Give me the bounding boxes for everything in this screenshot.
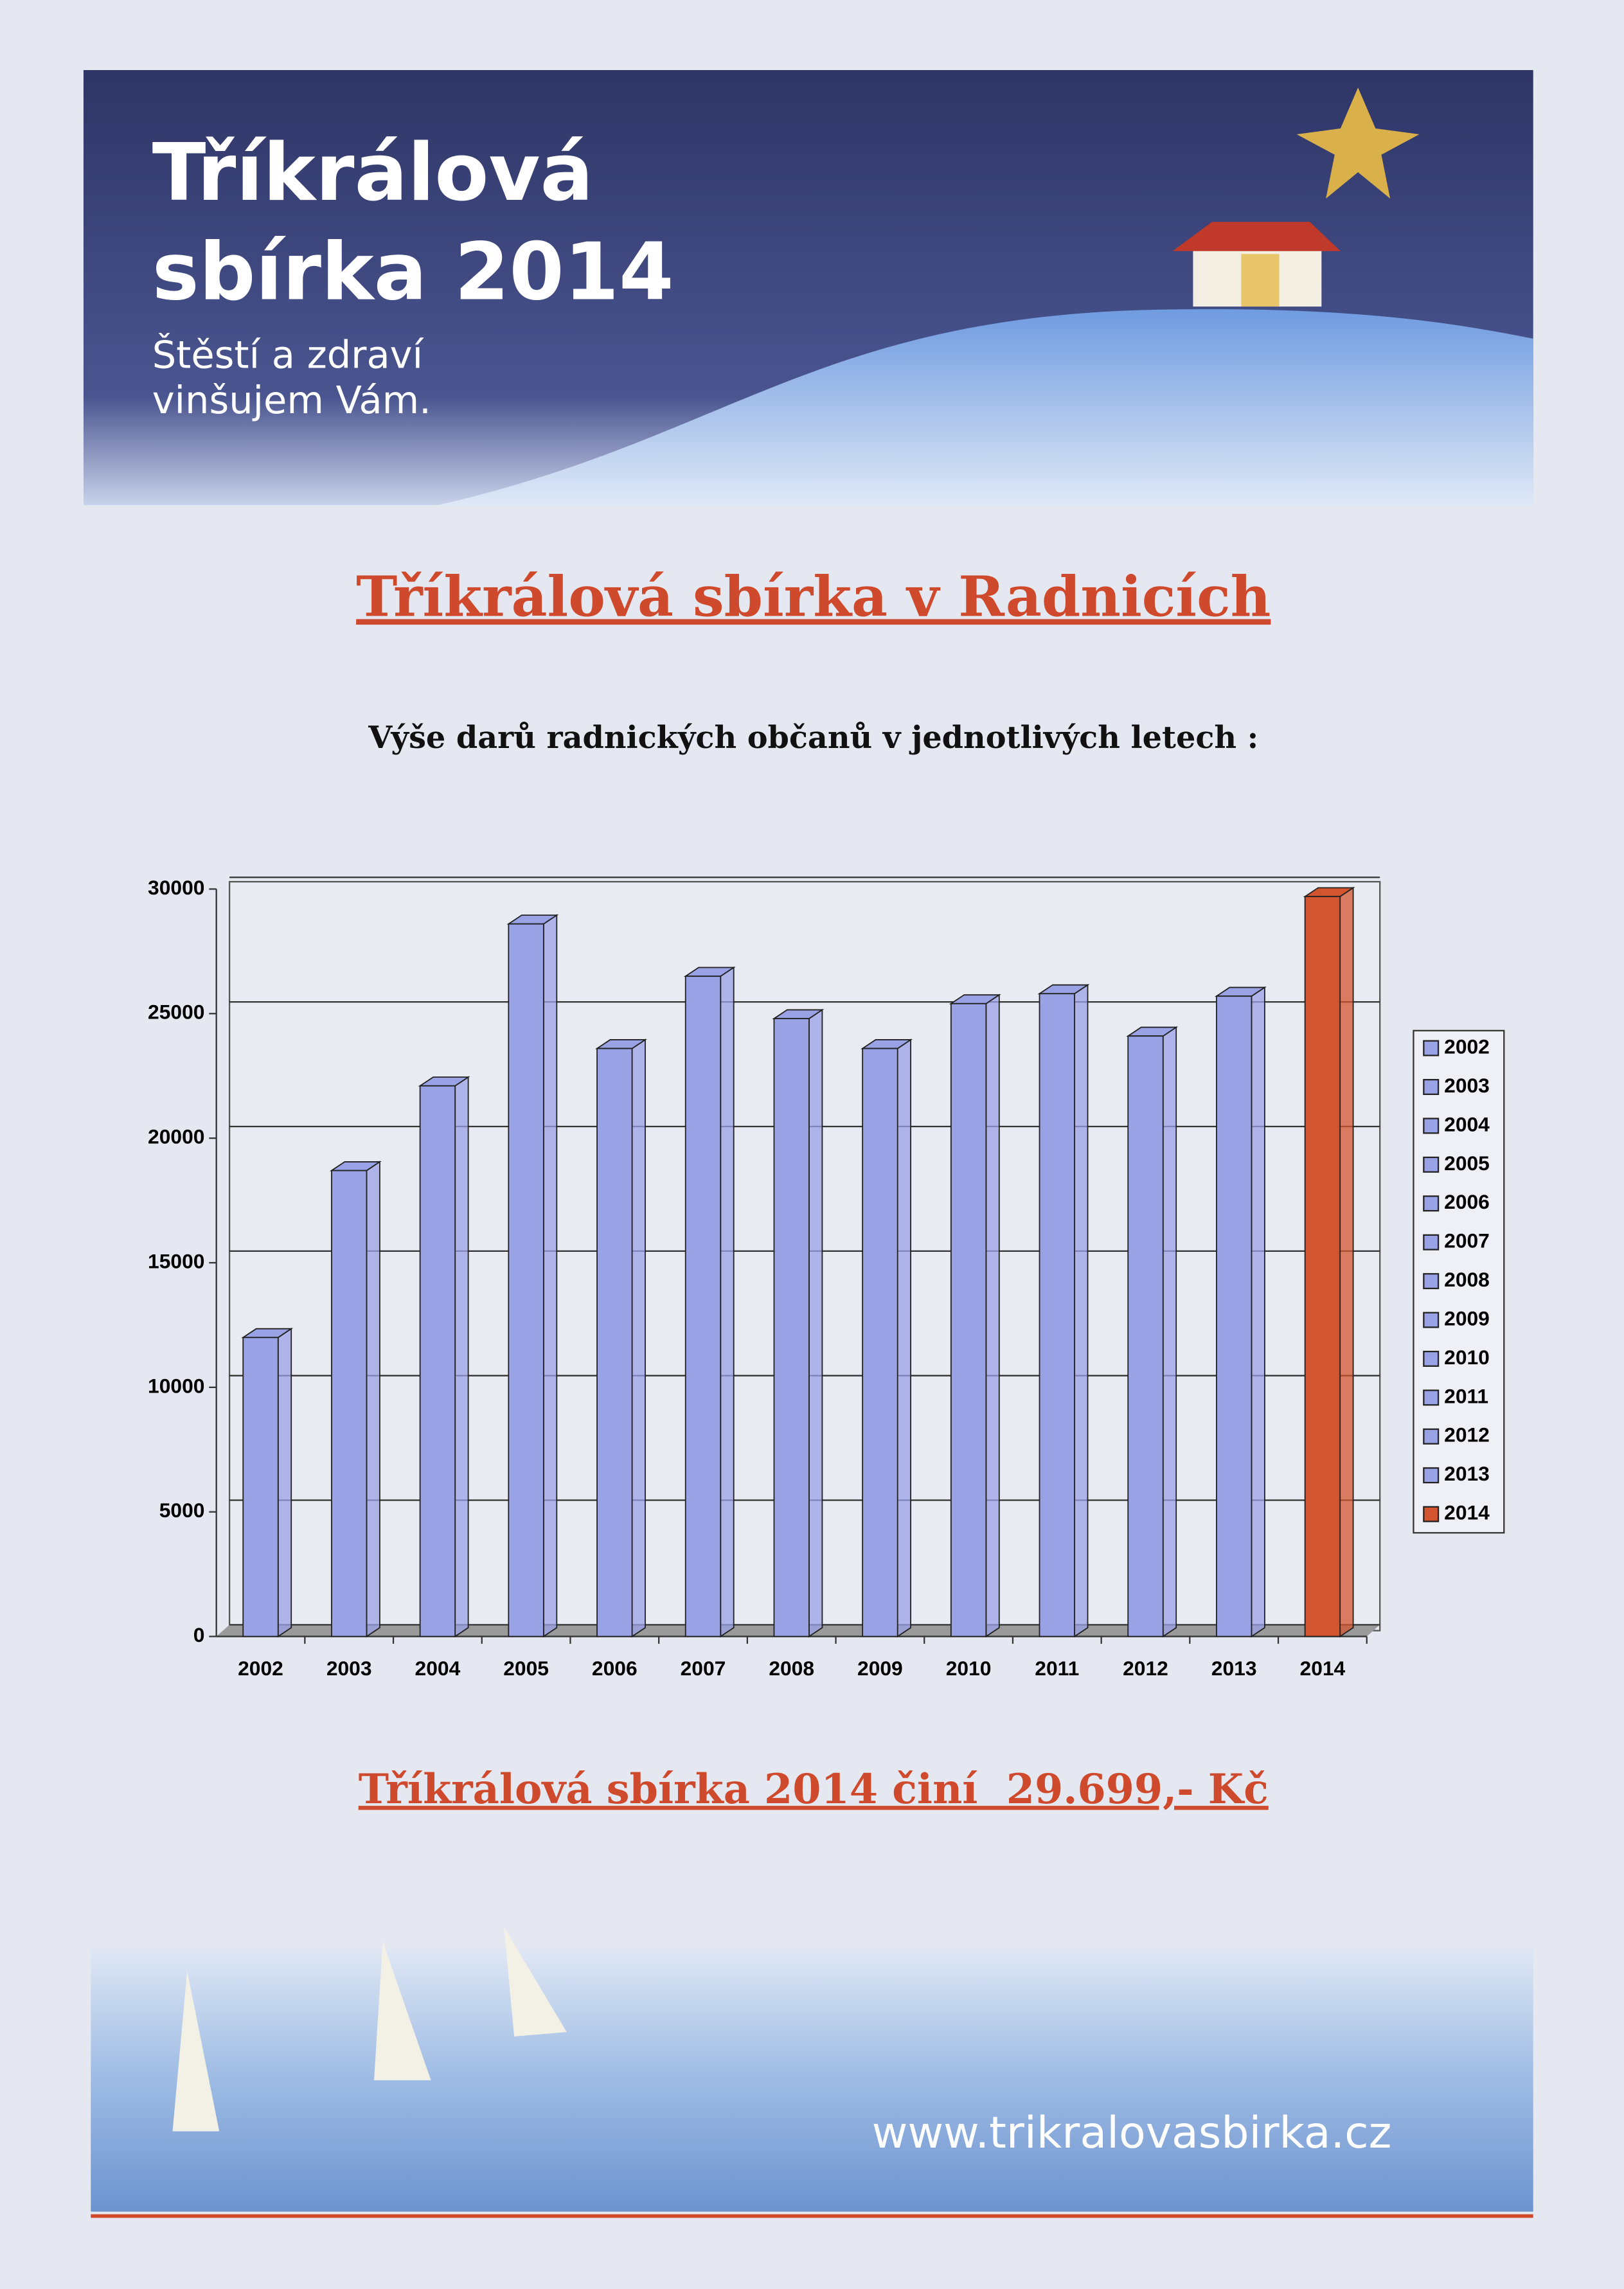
y-tick-label: 10000	[148, 1374, 204, 1397]
legend-swatch	[1423, 1350, 1440, 1367]
bar	[773, 1018, 810, 1637]
legend-label: 2008	[1444, 1268, 1490, 1291]
x-tick-label: 2005	[503, 1657, 549, 1680]
bar	[508, 923, 544, 1637]
x-tick-label: 2010	[946, 1657, 992, 1680]
bar-side	[985, 993, 1000, 1638]
legend-label: 2007	[1444, 1229, 1490, 1252]
x-tick-label: 2009	[857, 1657, 903, 1680]
bar	[684, 975, 722, 1637]
bar-side	[277, 1327, 292, 1638]
bar-side	[720, 966, 735, 1638]
bar-side	[1162, 1026, 1177, 1638]
legend-swatch	[1423, 1273, 1440, 1290]
summary: Tříkrálová sbírka 2014 činí 29.699,- Kč	[359, 1765, 1269, 1813]
header-tagline: vinšujem Vám.	[152, 378, 431, 422]
header-tagline: Štěstí a zdraví	[152, 333, 424, 377]
x-tick-label: 2002	[238, 1657, 283, 1680]
legend-label: 2013	[1444, 1462, 1490, 1485]
bar-side	[542, 914, 558, 1638]
bar	[419, 1085, 456, 1637]
kings	[172, 1927, 567, 2132]
legend-swatch	[1423, 1234, 1440, 1251]
page-title: Tříkrálová sbírka v Radnicích	[356, 564, 1271, 629]
y-tick-label: 25000	[148, 1001, 204, 1024]
bar	[596, 1047, 633, 1637]
legend-label: 2012	[1444, 1423, 1490, 1447]
bar	[1039, 993, 1075, 1637]
chart: 0 5000 10000 15000 20000 25000 30000 2002 2002 20…	[148, 876, 1505, 1680]
bar	[1304, 896, 1341, 1637]
bar-side	[1251, 986, 1265, 1638]
bar	[331, 1170, 368, 1637]
x-tick-label: 2012	[1123, 1657, 1168, 1680]
legend-swatch	[1423, 1156, 1440, 1173]
legend-swatch	[1423, 1040, 1440, 1056]
house-door	[1241, 254, 1280, 307]
y-tick-label: 15000	[148, 1249, 204, 1272]
legend-swatch	[1423, 1506, 1440, 1522]
bar-side	[808, 1008, 823, 1638]
x-tick-label: 2006	[592, 1657, 638, 1680]
bar	[950, 1002, 987, 1637]
bar-side	[454, 1076, 469, 1638]
bar	[862, 1047, 898, 1637]
x-tick-label: 2007	[681, 1657, 726, 1680]
x-tick-label: 2014	[1300, 1657, 1346, 1680]
chart-subtitle: Výše darů radnických občanů v jednotlivý…	[368, 720, 1258, 756]
x-tick-label: 2013	[1211, 1657, 1257, 1680]
legend-swatch	[1423, 1428, 1440, 1445]
legend-label: 2010	[1444, 1346, 1490, 1369]
x-tick-label: 2008	[769, 1657, 814, 1680]
bar-side	[366, 1161, 380, 1638]
bar	[1127, 1035, 1164, 1637]
bar-side	[1074, 983, 1089, 1638]
legend-swatch	[1423, 1389, 1440, 1406]
header-title: sbírka 2014	[152, 226, 674, 317]
bar	[1216, 995, 1253, 1637]
footer-banner	[91, 1948, 1533, 2212]
legend-swatch	[1423, 1312, 1440, 1328]
x-tick-label: 2011	[1035, 1657, 1079, 1680]
y-tick-label: 5000	[159, 1499, 205, 1522]
bar-side	[631, 1038, 646, 1638]
star	[1296, 87, 1420, 199]
legend-label: 2004	[1444, 1112, 1490, 1136]
x-tick-label: 2003	[326, 1657, 372, 1680]
header-title: Tříkrálová	[152, 127, 594, 218]
hill	[438, 309, 1533, 506]
y-tick-label: 20000	[148, 1125, 204, 1148]
website: www.trikralovasbirka.cz	[872, 2108, 1392, 2159]
legend-label: 2002	[1444, 1035, 1490, 1058]
legend-label: 2003	[1444, 1074, 1490, 1097]
legend-swatch	[1423, 1195, 1440, 1212]
legend-label: 2006	[1444, 1190, 1490, 1213]
bar	[242, 1337, 279, 1637]
y-tick-label: 0	[193, 1623, 205, 1646]
legend-swatch	[1423, 1467, 1440, 1484]
bar-side	[1339, 886, 1354, 1638]
legend-label: 2009	[1444, 1306, 1490, 1330]
legend-label: 2005	[1444, 1152, 1490, 1175]
bar-side	[897, 1038, 912, 1638]
y-tick-label: 30000	[148, 876, 204, 899]
legend-label: 2014	[1444, 1501, 1490, 1524]
legend-swatch	[1423, 1079, 1440, 1095]
legend-label: 2011	[1444, 1384, 1488, 1407]
legend-swatch	[1423, 1118, 1440, 1134]
x-tick-label: 2004	[415, 1657, 461, 1680]
house-roof	[1172, 222, 1341, 251]
